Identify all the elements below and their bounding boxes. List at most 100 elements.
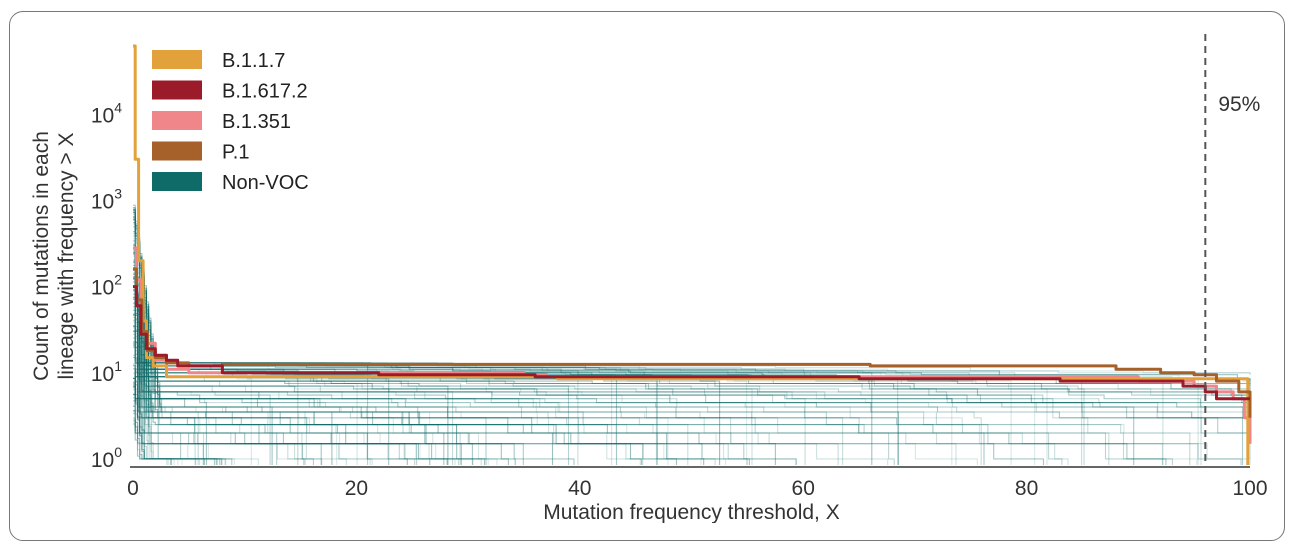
non-voc-lineage-line bbox=[133, 380, 358, 465]
axes: 0 20 40 60 80 100 100 101 102 103 104 Mutation freq… bbox=[30, 34, 1268, 523]
voc-series-lines bbox=[133, 44, 1252, 465]
non-voc-lineage-line bbox=[133, 278, 1251, 375]
non-voc-lineage-line bbox=[133, 289, 1251, 425]
non-voc-lineage-line bbox=[133, 367, 196, 465]
non-voc-lineage-line bbox=[133, 303, 338, 465]
non-voc-lineage-line bbox=[133, 226, 1251, 425]
non-voc-lineage-line bbox=[133, 343, 748, 465]
non-voc-lineage-line bbox=[133, 409, 175, 465]
non-voc-lineage-line bbox=[133, 216, 705, 465]
non-voc-lineage-line bbox=[133, 386, 183, 465]
non-voc-lineage-line bbox=[133, 314, 1242, 465]
non-voc-lineage-line bbox=[133, 337, 449, 465]
legend-swatch bbox=[152, 111, 202, 130]
y-tick-label: 102 bbox=[91, 272, 122, 300]
non-voc-lineage-line bbox=[133, 423, 218, 465]
non-voc-lineage-line bbox=[133, 209, 516, 465]
non-voc-lineage-line bbox=[133, 204, 776, 465]
legend-swatch bbox=[152, 172, 202, 191]
legend-label: B.1.1.7 bbox=[222, 50, 285, 72]
non-voc-lineage-line bbox=[133, 281, 448, 465]
non-voc-lineage-line bbox=[133, 294, 524, 465]
non-voc-lineage-line bbox=[133, 243, 489, 465]
non-voc-lineage-line bbox=[133, 334, 271, 465]
non-voc-lineage-line bbox=[133, 314, 333, 465]
non-voc-lineage-line bbox=[133, 376, 1110, 465]
non-voc-lineage-line bbox=[133, 223, 957, 465]
non-voc-lineage-line bbox=[133, 302, 461, 465]
non-voc-lineage-line bbox=[133, 393, 487, 465]
non-voc-lineage-line bbox=[133, 377, 221, 465]
non-voc-lineage-line bbox=[133, 267, 1251, 412]
non-voc-lineage-line bbox=[133, 381, 473, 465]
legend-label: B.1.617.2 bbox=[222, 81, 308, 103]
non-voc-lineage-line bbox=[133, 382, 982, 465]
non-voc-lineage-line bbox=[133, 214, 1199, 465]
non-voc-lineage-line bbox=[133, 356, 1251, 425]
non-voc-lineage-line bbox=[133, 376, 570, 465]
non-voc-lineage-line bbox=[133, 344, 456, 465]
non-voc-lineage-line bbox=[133, 211, 431, 465]
non-voc-lineage-line bbox=[133, 331, 644, 465]
non-voc-lineage-line bbox=[133, 383, 416, 465]
non-voc-lineage-line bbox=[133, 363, 498, 465]
non-voc-lineage-line bbox=[133, 209, 641, 465]
non-voc-lineage-line bbox=[133, 309, 1202, 465]
x-axis-title: Mutation frequency threshold, X bbox=[543, 501, 840, 523]
non-voc-lineage-line bbox=[133, 365, 217, 465]
non-voc-lineage-line bbox=[133, 213, 278, 465]
y-tick-label: 103 bbox=[91, 185, 122, 213]
y-tick-label: 100 bbox=[91, 444, 122, 472]
non-voc-lineage-line bbox=[133, 368, 1069, 465]
x-tick-label: 40 bbox=[568, 477, 591, 500]
non-voc-lineage-line bbox=[133, 276, 1198, 465]
non-voc-lineage-line bbox=[133, 372, 1251, 425]
x-tick-label: 100 bbox=[1232, 477, 1267, 500]
legend-label: B.1.351 bbox=[222, 111, 291, 133]
non-voc-lineage-line bbox=[133, 418, 204, 465]
non-voc-lineage-line bbox=[133, 393, 170, 465]
non-voc-lineage-line bbox=[133, 324, 1163, 465]
non-voc-lineage-line bbox=[133, 343, 235, 465]
non-voc-lineage-line bbox=[133, 313, 227, 465]
non-voc-lineage-line bbox=[133, 376, 1251, 407]
series-line-b-1-617-2 bbox=[133, 285, 1250, 401]
non-voc-lineage-line bbox=[133, 325, 207, 465]
non-voc-lineage-line bbox=[133, 319, 305, 465]
y-axis-title: Count of mutations in eachlineage with f… bbox=[30, 131, 78, 381]
x-tick-label: 20 bbox=[345, 477, 368, 500]
non-voc-lineage-line bbox=[133, 365, 306, 465]
y-tick-label: 101 bbox=[91, 358, 122, 386]
non-voc-lineage-line bbox=[133, 321, 179, 465]
non-voc-lineage-line bbox=[133, 296, 306, 465]
non-voc-lineage-line bbox=[133, 255, 1251, 465]
non-voc-lineage-line bbox=[133, 376, 1251, 412]
non-voc-lineage-line bbox=[133, 302, 323, 465]
non-voc-lineage-line bbox=[133, 222, 554, 465]
non-voc-lineage-line bbox=[133, 386, 223, 465]
y-tick-label: 104 bbox=[91, 99, 122, 127]
non-voc-lineage-line bbox=[133, 413, 482, 465]
non-voc-lineage-line bbox=[133, 238, 1251, 375]
legend-swatch bbox=[152, 141, 202, 161]
legend: B.1.1.7 B.1.617.2 B.1.351 P.1 Non-VOC bbox=[152, 50, 309, 194]
legend-swatch bbox=[152, 50, 202, 69]
non-voc-lineage-line bbox=[133, 346, 1063, 465]
non-voc-lineage-line bbox=[133, 208, 985, 465]
non-voc-lineage-line bbox=[133, 329, 347, 465]
non-voc-lineage-line bbox=[133, 398, 716, 465]
non-voc-lineage-line bbox=[133, 362, 579, 465]
non-voc-lineage-line bbox=[133, 376, 1191, 465]
non-voc-lineage-line bbox=[133, 232, 1251, 444]
non-voc-lineage-line bbox=[133, 305, 1251, 459]
non-voc-lineage-line bbox=[133, 398, 978, 465]
legend-swatch bbox=[152, 80, 202, 100]
non-voc-lineage-line bbox=[133, 235, 899, 465]
non-voc-lineage-line bbox=[133, 416, 226, 465]
mutation-frequency-chart: 0 20 40 60 80 100 100 101 102 103 104 Mutation freq… bbox=[30, 34, 1268, 523]
non-voc-lineage-line bbox=[133, 372, 753, 465]
non-voc-lineage-line bbox=[133, 346, 748, 465]
non-voc-lineage-line bbox=[133, 307, 797, 465]
reference-line-label: 95% bbox=[1218, 93, 1260, 116]
legend-label: P.1 bbox=[222, 142, 249, 164]
